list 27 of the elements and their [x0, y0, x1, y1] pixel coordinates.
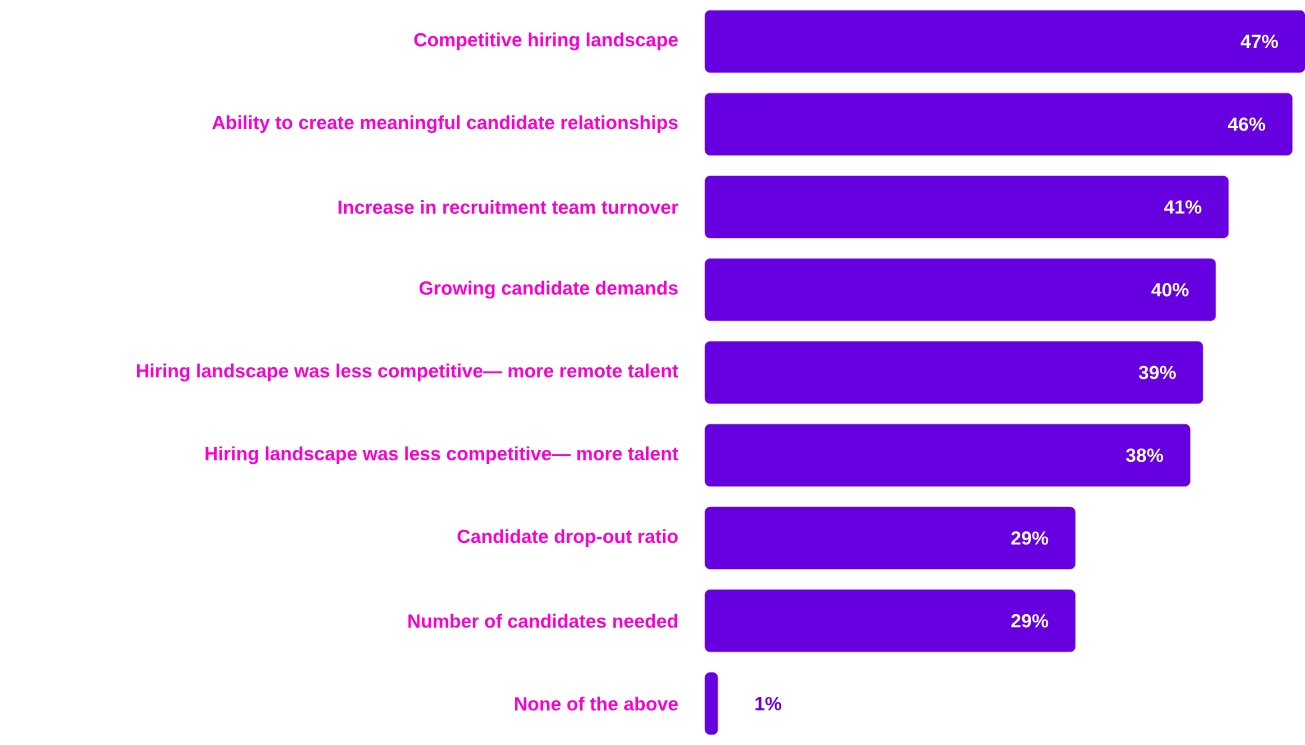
- bar: [704, 506, 1076, 570]
- bar: [704, 589, 1076, 653]
- y-tick-label: Growing candidate demands: [419, 280, 678, 299]
- data-label: 47%: [1240, 34, 1278, 49]
- y-tick-label: None of the above: [515, 696, 678, 711]
- bar: [704, 92, 1293, 156]
- y-tick-label: Hiring landscape was less competitive— more talent: [205, 446, 679, 465]
- data-label: 39%: [1138, 365, 1176, 380]
- bar: [704, 10, 1305, 73]
- data-label: 38%: [1125, 448, 1164, 463]
- y-tick-label: Increase in recruitment team turnover: [338, 199, 679, 214]
- y-tick-label: Hiring landscape was less competitive— more remote talent: [136, 363, 679, 382]
- data-label: 1%: [755, 696, 782, 711]
- bar: [704, 424, 1191, 487]
- data-label: 46%: [1227, 117, 1266, 131]
- data-label: 41%: [1164, 200, 1202, 214]
- data-label: 29%: [1011, 531, 1049, 545]
- bar: [704, 672, 718, 735]
- data-label: 40%: [1151, 283, 1189, 297]
- y-tick-label: Competitive hiring landscape: [414, 32, 678, 51]
- y-tick-label: Candidate drop-out ratio: [457, 529, 678, 547]
- bar: [704, 175, 1229, 239]
- bar: [704, 341, 1204, 404]
- y-tick-label: Ability to create meaningful candidate relationships: [212, 115, 678, 134]
- bar: [704, 258, 1216, 321]
- data-label: 29%: [1011, 614, 1049, 628]
- y-tick-label: Number of candidates needed: [408, 613, 678, 628]
